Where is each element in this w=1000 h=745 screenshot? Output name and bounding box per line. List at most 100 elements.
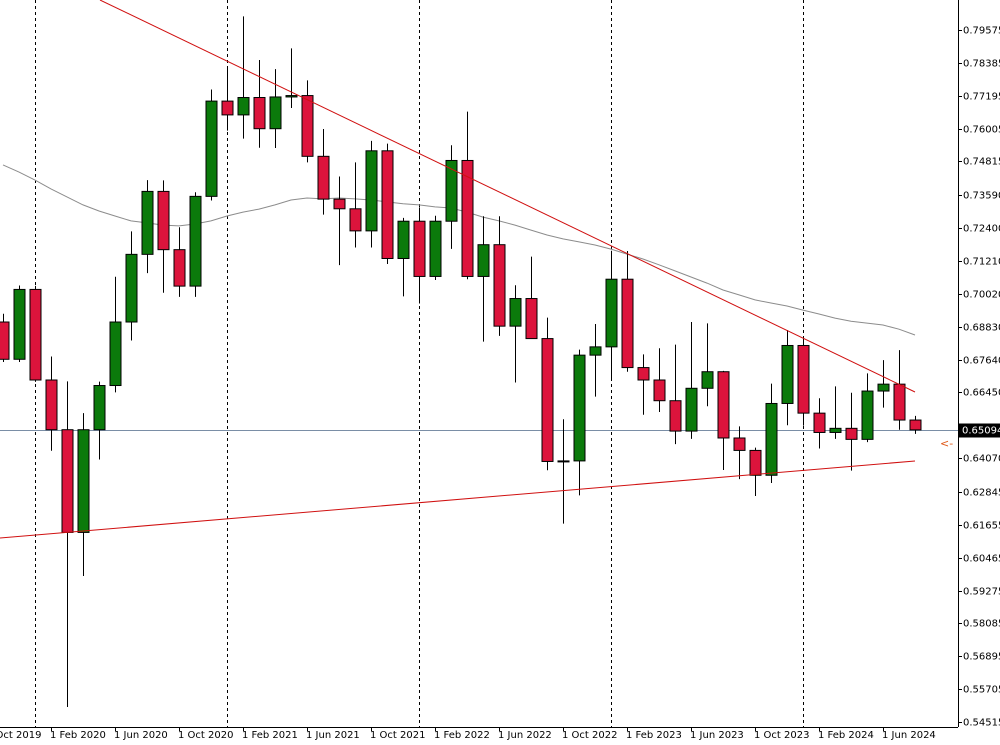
candle-body <box>445 159 458 222</box>
candle-body <box>413 220 426 277</box>
x-tick-label: 1 Jun 2022 <box>498 730 552 741</box>
candle-body <box>61 429 74 533</box>
candle-body <box>557 460 570 463</box>
candle-body <box>765 402 778 476</box>
candle-body <box>269 96 282 130</box>
trend-line <box>99 0 916 393</box>
last-price-label: 0.65094 <box>962 426 1000 437</box>
candle-body <box>205 100 218 197</box>
candle-body <box>77 429 90 533</box>
x-tick-label: 1 Oct 2020 <box>178 730 233 741</box>
candle-body <box>429 220 442 277</box>
candle-body <box>845 427 858 440</box>
candle-body <box>29 288 42 381</box>
candle-body <box>493 244 506 327</box>
y-tick-label: 0.77195 <box>963 92 1000 103</box>
y-tick-label: 0.54515 <box>963 718 1000 729</box>
x-tick-label: 1 Oct 2022 <box>562 730 617 741</box>
y-tick-label: 0.60465 <box>963 554 1000 565</box>
candle-body <box>509 298 522 327</box>
candle-body <box>109 321 122 387</box>
y-tick-label: 0.79575 <box>963 26 1000 37</box>
candle-body <box>685 387 698 432</box>
candle-body <box>285 95 298 98</box>
candle-body <box>93 385 106 431</box>
x-tick-label: 1 Oct 2023 <box>754 730 809 741</box>
x-tick-label: 1 Feb 2021 <box>242 730 298 741</box>
x-tick-label: 1 Feb 2023 <box>626 730 682 741</box>
candle-body <box>653 379 666 402</box>
candle-body <box>797 344 810 414</box>
candle-body <box>461 159 474 277</box>
candle-body <box>237 97 250 116</box>
candle-body <box>333 198 346 210</box>
y-tick-label: 0.59275 <box>963 587 1000 598</box>
candle-body <box>637 367 650 381</box>
candle-body <box>701 371 714 389</box>
x-tick-label: 1 Oct 2021 <box>370 730 425 741</box>
candle-body <box>605 278 618 348</box>
candle-body <box>317 155 330 200</box>
last-price-box <box>959 423 1000 438</box>
candle-body <box>253 97 266 130</box>
candle-body <box>221 100 234 116</box>
y-tick-label: 0.74815 <box>963 157 1000 168</box>
candle-body <box>189 195 202 287</box>
candle-body <box>781 344 794 404</box>
candle-body <box>525 298 538 340</box>
y-tick-label: 0.58085 <box>963 619 1000 630</box>
candle-body <box>157 190 170 251</box>
x-tick-label: 1 Feb 2024 <box>818 730 874 741</box>
candle-body <box>13 288 26 360</box>
trend-line <box>0 460 916 539</box>
x-tick-label: 1 Feb 2020 <box>50 730 106 741</box>
candle-body <box>909 419 922 431</box>
candle-body <box>717 371 730 439</box>
candle-body <box>365 150 378 232</box>
candle-body <box>349 208 362 232</box>
y-tick-label: 0.56895 <box>963 652 1000 663</box>
x-tick-label: 1 Oct 2019 <box>0 730 41 741</box>
candle-body <box>173 249 186 287</box>
candle-body <box>589 346 602 356</box>
candle-body <box>381 150 394 259</box>
x-tick-label: 1 Jun 2024 <box>882 730 936 741</box>
plot-area <box>0 16 958 707</box>
candle-body <box>669 400 682 432</box>
candle-body <box>573 354 586 462</box>
candle-body <box>877 383 890 392</box>
candle-body <box>733 437 746 451</box>
candle-body <box>829 427 842 433</box>
candle-body <box>45 379 58 431</box>
candle-body <box>125 253 138 323</box>
candle-body <box>749 449 762 476</box>
candle-body <box>813 412 826 433</box>
y-tick-label: 0.62845 <box>963 488 1000 499</box>
candle-body <box>397 220 410 259</box>
x-tick-label: 1 Jun 2023 <box>690 730 744 741</box>
candle-body <box>0 321 10 360</box>
candle-body <box>301 95 314 157</box>
y-tick-label: 0.76005 <box>963 125 1000 136</box>
y-tick-label: 0.61655 <box>963 521 1000 532</box>
y-tick-label: 0.55705 <box>963 685 1000 696</box>
candle-body <box>477 244 490 277</box>
price-arrow: <- <box>940 437 953 450</box>
candle-body <box>541 338 554 462</box>
candle-body <box>893 383 906 421</box>
candle-body <box>141 190 154 255</box>
y-tick-label: 0.78385 <box>963 59 1000 70</box>
x-tick-label: 1 Jun 2020 <box>114 730 168 741</box>
moving-average <box>2 164 916 336</box>
x-tick-label: 1 Feb 2022 <box>434 730 490 741</box>
